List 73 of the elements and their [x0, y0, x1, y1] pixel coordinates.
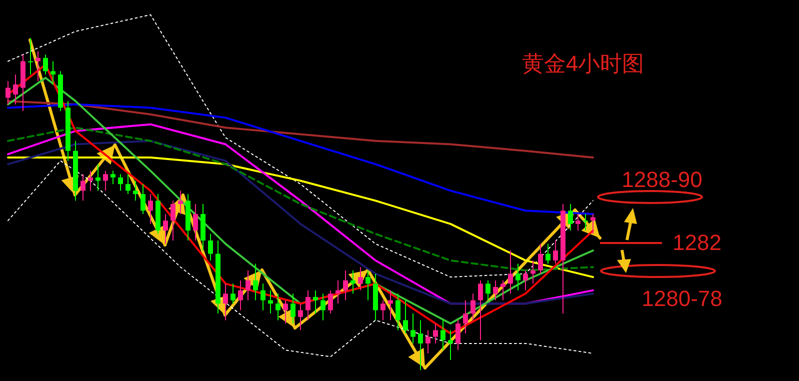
candlestick [433, 323, 438, 344]
candlestick [403, 300, 408, 334]
candlestick [43, 54, 48, 76]
candlestick [530, 260, 536, 284]
candlestick [298, 303, 303, 331]
candlestick [538, 243, 543, 274]
candlestick [508, 250, 513, 294]
candlestick [230, 283, 236, 304]
candlestick [568, 204, 573, 232]
candlestick [553, 240, 558, 264]
candlestick [13, 74, 18, 105]
candlestick [238, 280, 243, 311]
annotation: 1280-78 [642, 286, 722, 311]
candlestick [396, 293, 400, 331]
candlestick [178, 190, 183, 214]
candlestick [583, 213, 588, 232]
candlestick [448, 330, 453, 361]
candlestick [163, 213, 168, 244]
candlestick [380, 300, 386, 321]
candlestick [268, 290, 273, 314]
candlestick [118, 174, 123, 192]
candlestick [223, 283, 228, 321]
candlestick [283, 300, 288, 324]
candlestick [516, 263, 520, 291]
candlestick [290, 293, 296, 324]
candlestick [358, 266, 363, 291]
candlestick [313, 290, 318, 314]
candlestick [36, 50, 40, 82]
candlestick [343, 270, 348, 301]
candlestick [170, 200, 176, 242]
candlestick [110, 170, 116, 185]
candlestick [478, 280, 483, 341]
title: 黄金4小时图 [522, 51, 644, 76]
candlestick [80, 174, 86, 202]
candlestick [463, 300, 468, 334]
candlestick [418, 320, 423, 370]
candlestick [306, 290, 310, 321]
candlestick [336, 280, 340, 304]
candlestick [523, 270, 528, 291]
candlestick [103, 170, 108, 192]
candlestick [320, 293, 326, 321]
candlestick [193, 204, 198, 242]
candlestick [126, 174, 130, 195]
candlestick [253, 263, 258, 301]
candlestick [276, 293, 280, 321]
candlestick [328, 290, 333, 314]
candlestick [50, 60, 56, 85]
candlestick [426, 330, 430, 354]
candlestick [260, 283, 266, 311]
candlestick [576, 213, 580, 232]
candlestick [140, 184, 146, 214]
candlestick [88, 170, 93, 192]
candlestick [388, 290, 393, 321]
candlestick [246, 270, 250, 301]
candlestick [456, 320, 460, 351]
candlestick [470, 293, 476, 321]
candlestick [208, 233, 213, 261]
candlestick [410, 313, 416, 344]
candlestick [500, 280, 506, 301]
candlestick [486, 280, 490, 301]
candlestick [440, 320, 446, 351]
candlestick [350, 270, 356, 294]
candlestick [28, 38, 33, 76]
candlestick [590, 213, 596, 234]
candlestick [96, 164, 100, 192]
annotation: 1288-90 [622, 167, 702, 192]
candlestick [493, 280, 498, 301]
annotation: 1282 [672, 230, 722, 255]
candlestick [133, 180, 138, 202]
candlestick [366, 270, 370, 301]
candlestick [546, 243, 550, 264]
candlestick [148, 194, 153, 224]
candlestick [6, 80, 10, 105]
